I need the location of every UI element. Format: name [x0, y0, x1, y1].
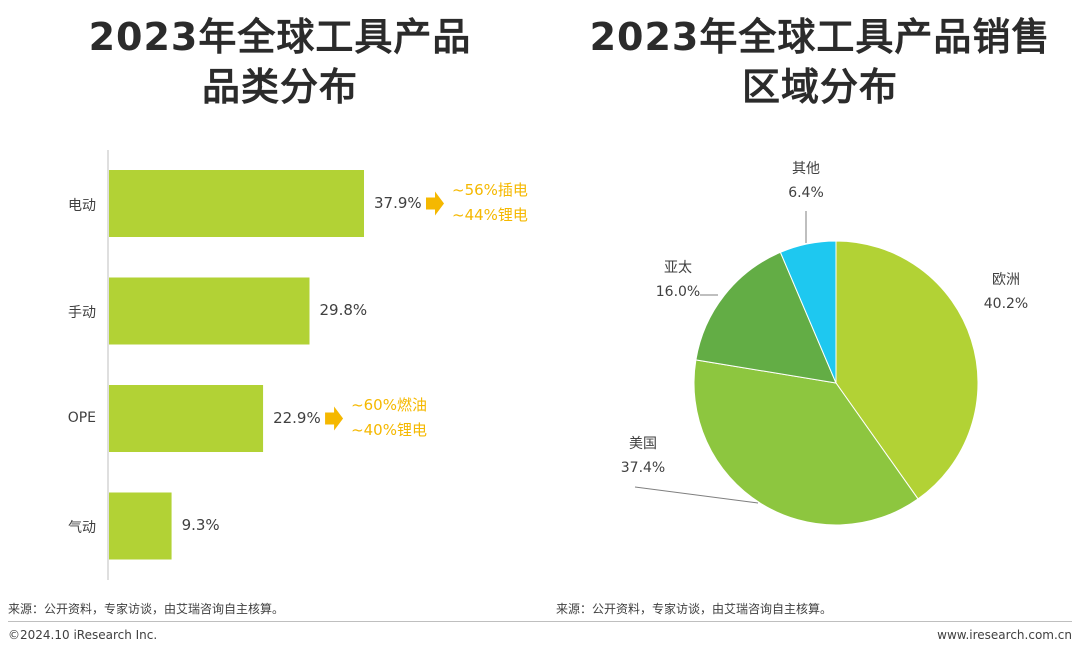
website-link[interactable]: www.iresearch.com.cn	[937, 628, 1072, 642]
pie-slice-value: 37.4%	[620, 460, 666, 476]
pie-slice-name: 亚太	[664, 260, 692, 276]
bar-2	[109, 385, 264, 452]
copyright: ©2024.10 iResearch Inc.	[8, 628, 158, 642]
pie-chart-title-line-2: 区域分布	[741, 65, 898, 109]
bar-value-label: 37.9%	[374, 193, 422, 212]
bar-annotation: ~60%燃油 ~40%锂电	[351, 393, 427, 443]
bar-annotation-line: ~56%插电	[452, 180, 528, 199]
bar-category-label: OPE	[67, 409, 96, 426]
bar-chart-source: 来源：公开资料，专家访谈，由艾瑞咨询自主核算。	[8, 602, 285, 616]
bar-value-label: 22.9%	[273, 408, 321, 427]
bar-annotation: ~56%插电 ~44%锂电	[452, 178, 528, 228]
bar-chart-title-line-2: 品类分布	[201, 65, 358, 109]
pie-slice-value: 40.2%	[983, 296, 1029, 312]
bar-category-label: 气动	[68, 520, 96, 536]
pie-slice-3	[779, 240, 837, 384]
pie-leader-line	[634, 486, 759, 504]
pie-chart-svg	[634, 211, 979, 526]
pie-slice-label: 欧洲 40.2%	[976, 268, 1036, 316]
bar-value-label: 9.3%	[181, 516, 220, 534]
bar-annotation-line: ~60%燃油	[351, 395, 427, 414]
bar-chart-title-line-1: 2023年全球工具产品	[88, 15, 472, 59]
bar-chart-svg	[107, 150, 444, 580]
pie-slice-1	[693, 359, 919, 526]
pie-slice-name: 其他	[792, 161, 820, 177]
bar-chart-title: 2023年全球工具产品 品类分布	[30, 12, 530, 112]
bar-0	[109, 170, 364, 237]
pie-chart-title: 2023年全球工具产品销售 区域分布	[560, 12, 1080, 112]
bar-value-label: 29.8%	[319, 301, 368, 319]
bar-1	[109, 277, 310, 345]
bar-annotation-line: ~44%锂电	[452, 205, 528, 224]
arrow-right-icon	[325, 406, 344, 431]
pie-chart-title-line-1: 2023年全球工具产品销售	[589, 15, 1051, 59]
bar-category-label: 手动	[68, 305, 96, 321]
pie-slice-2	[695, 251, 837, 384]
bar-3	[109, 492, 172, 560]
pie-slice-value: 6.4%	[788, 185, 824, 201]
pie-slice-label: 美国 37.4%	[613, 432, 673, 480]
pie-slice-label: 其他 6.4%	[776, 157, 836, 205]
arrow-right-icon	[426, 191, 444, 216]
bar-category-label: 电动	[68, 197, 96, 214]
pie-chart-source: 来源：公开资料，专家访谈，由艾瑞咨询自主核算。	[556, 602, 833, 616]
pie-chart: 欧洲 40.2% 美国 37.4% 亚太 16.0% 其他 6.4%	[560, 140, 1080, 590]
footer-divider	[8, 621, 1072, 622]
pie-slice-0	[835, 240, 979, 500]
pie-slice-name: 美国	[629, 436, 657, 452]
pie-slice-name: 欧洲	[992, 272, 1020, 288]
bar-annotation-line: ~40%锂电	[351, 420, 427, 439]
bar-chart: 电动 37.9% ~56%插电 ~44%锂电手动 29.8% OPE 22.9% ~60%燃油…	[0, 140, 560, 590]
pie-slice-label: 亚太 16.0%	[648, 256, 708, 304]
pie-slice-value: 16.0%	[655, 284, 701, 300]
